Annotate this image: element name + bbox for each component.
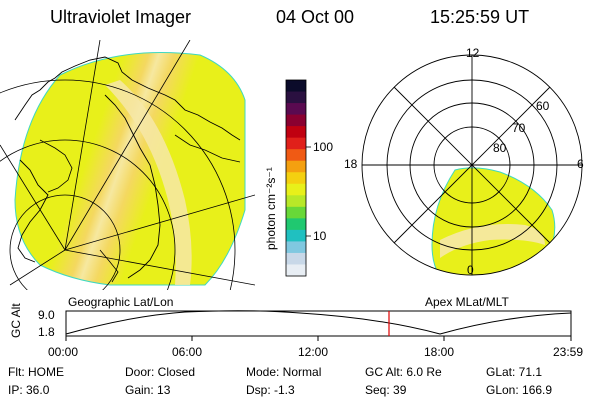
aurora-band-right bbox=[440, 224, 545, 258]
coastline bbox=[14, 56, 241, 141]
lat-label-80: 80 bbox=[493, 141, 507, 155]
mlt-label-6: 6 bbox=[577, 157, 584, 171]
timeline-axis-label: GC Alt bbox=[9, 303, 23, 338]
mlt-label-12: 12 bbox=[466, 46, 480, 60]
colorbar-tick-100: 100 bbox=[313, 140, 334, 154]
colorbar-segment bbox=[286, 252, 306, 265]
coastline bbox=[104, 94, 161, 279]
gc-alt-info: GC Alt: 6.0 Re bbox=[365, 365, 442, 379]
geographic-map bbox=[0, 40, 255, 290]
mlt-label-18: 18 bbox=[344, 157, 358, 171]
aurora-band-left bbox=[105, 80, 192, 285]
seq-info: Seq: 39 bbox=[365, 383, 407, 397]
geographic-map-label: Geographic Lat/Lon bbox=[68, 295, 174, 309]
timeline-x-label-1200: 12:00 bbox=[298, 345, 329, 359]
colorbar-segment bbox=[286, 206, 306, 219]
color-scale-bar bbox=[285, 79, 307, 277]
time-label: 15:25:59 UT bbox=[430, 7, 530, 27]
colorbar-segment bbox=[286, 241, 306, 254]
apex-polar-plot bbox=[361, 54, 583, 276]
glat-info: GLat: 71.1 bbox=[486, 365, 543, 379]
colorbar-segment bbox=[286, 137, 306, 150]
timeline-y-label-1: 1.8 bbox=[38, 325, 55, 339]
timeline-x-label-0000: 00:00 bbox=[48, 345, 79, 359]
ip-info: IP: 36.0 bbox=[8, 383, 50, 397]
coastline bbox=[174, 134, 241, 163]
coastline bbox=[17, 159, 49, 263]
colorbar-segment bbox=[286, 218, 306, 231]
colorbar-unit-label: photon cm⁻²s⁻¹ bbox=[264, 167, 278, 250]
lat-label-60: 60 bbox=[536, 99, 550, 113]
gain-info: Gain: 13 bbox=[125, 383, 171, 397]
coastline bbox=[99, 249, 119, 283]
uv-image-left bbox=[14, 52, 246, 286]
timeline-x-label-0600: 06:00 bbox=[172, 345, 203, 359]
colorbar-segment bbox=[286, 172, 306, 185]
coastline bbox=[39, 139, 73, 193]
altitude-timeline bbox=[65, 310, 572, 341]
colorbar-segment bbox=[286, 126, 306, 139]
apex-map-label: Apex MLat/MLT bbox=[425, 295, 509, 309]
colorbar-segment bbox=[286, 264, 306, 277]
colorbar-tick-10: 10 bbox=[313, 229, 327, 243]
colorbar-segment bbox=[286, 183, 306, 196]
flight-info: Flt: HOME bbox=[8, 365, 64, 379]
colorbar-segment bbox=[286, 160, 306, 173]
door-info: Door: Closed bbox=[125, 365, 196, 379]
colorbar-segment bbox=[286, 229, 306, 242]
glon-info: GLon: 166.9 bbox=[486, 383, 553, 397]
colorbar-segment bbox=[286, 114, 306, 127]
dsp-info: Dsp: -1.3 bbox=[246, 383, 295, 397]
date-label: 04 Oct 00 bbox=[276, 7, 355, 27]
timeline-x-label-2359: 23:59 bbox=[553, 345, 584, 359]
instrument-title: Ultraviolet Imager bbox=[50, 7, 192, 27]
mode-info: Mode: Normal bbox=[246, 365, 322, 379]
altitude-curve bbox=[65, 310, 572, 335]
colorbar-segment bbox=[286, 80, 306, 93]
colorbar-segment bbox=[286, 195, 306, 208]
mlt-label-0: 0 bbox=[467, 263, 474, 277]
colorbar-segment bbox=[286, 103, 306, 116]
timeline-x-label-1800: 18:00 bbox=[424, 345, 455, 359]
lat-label-70: 70 bbox=[512, 121, 526, 135]
colorbar-segment bbox=[286, 149, 306, 162]
timeline-y-label-9: 9.0 bbox=[38, 308, 55, 322]
colorbar-segment bbox=[286, 91, 306, 104]
